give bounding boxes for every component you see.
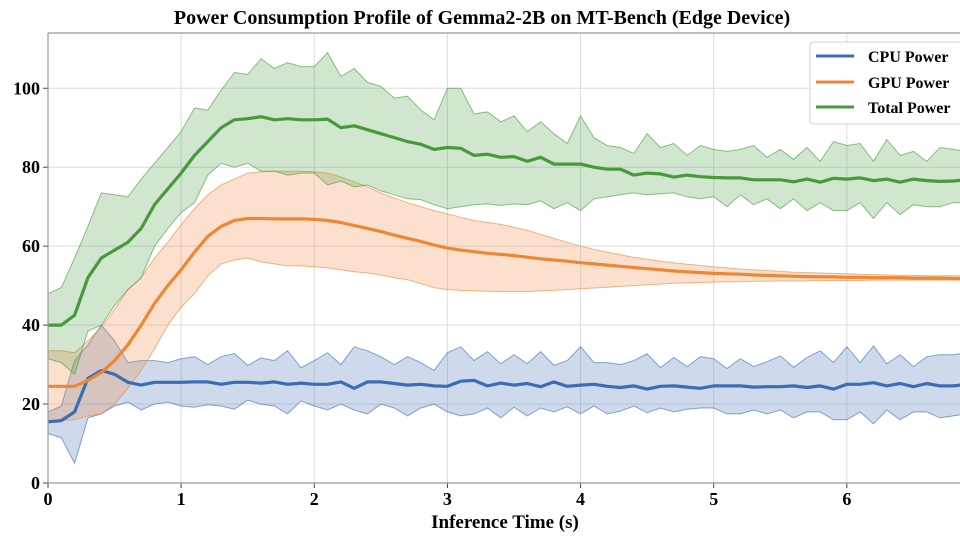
- confidence-bands: [48, 51, 960, 465]
- x-tick-label: 0: [44, 489, 53, 509]
- legend: CPU Power GPU Power Total Power: [809, 41, 960, 125]
- chart-title: Power Consumption Profile of Gemma2-2B o…: [174, 7, 790, 29]
- x-tick-label: 3: [443, 489, 452, 509]
- legend-label-total: Total Power: [868, 100, 951, 117]
- cpu-power-band: [48, 324, 960, 465]
- legend-label-gpu: GPU Power: [868, 75, 949, 92]
- gpu-power-line: [48, 216, 960, 388]
- y-tick-label: 20: [22, 394, 40, 414]
- total-power-line: [48, 115, 960, 327]
- series-lines: [48, 115, 960, 424]
- y-tick-label: 60: [22, 236, 40, 256]
- x-tick-label: 5: [709, 489, 718, 509]
- axes: [43, 32, 960, 488]
- legend-label-cpu: CPU Power: [868, 49, 948, 66]
- total-power-band: [48, 51, 960, 376]
- x-tick-label: 1: [177, 489, 186, 509]
- x-tick-label: 2: [310, 489, 319, 509]
- cpu-power-line: [48, 368, 960, 424]
- legend-frame: [809, 41, 960, 125]
- x-tick-label: 6: [842, 489, 851, 509]
- x-tick-label: 4: [576, 489, 585, 509]
- y-tick-label: 80: [22, 157, 40, 177]
- gpu-power-band: [48, 170, 960, 423]
- y-tick-label: 0: [31, 473, 40, 493]
- y-tick-label: 40: [22, 315, 40, 335]
- x-axis-label: Inference Time (s): [431, 512, 579, 533]
- y-tick-label: 100: [13, 78, 40, 98]
